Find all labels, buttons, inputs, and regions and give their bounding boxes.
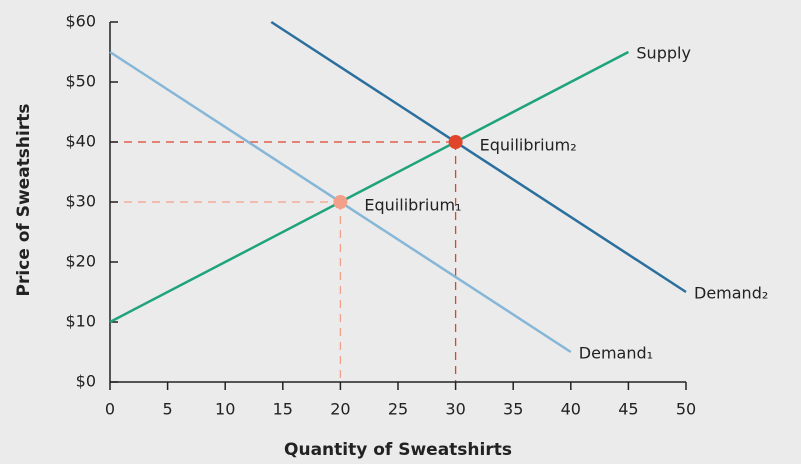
x-tick-label: 45 [618,400,638,419]
y-axis-label: Price of Sweatshirts [14,104,34,297]
x-tick-label: 0 [105,400,115,419]
x-tick-label: 10 [215,400,235,419]
y-tick-label: $50 [65,72,96,91]
x-tick-label: 30 [445,400,465,419]
series-label: Supply [636,44,691,63]
series-label: Demand₂ [694,284,768,303]
y-tick-label: $60 [65,12,96,31]
equilibrium-label: Equilibrium₁ [364,196,461,215]
series-label: Demand₁ [579,344,653,363]
series-line [109,50,629,324]
equilibrium-point [448,135,463,149]
x-tick-label: 20 [330,400,350,419]
x-tick-label: 5 [163,400,173,419]
equilibrium-label: Equilibrium₂ [480,136,577,155]
y-tick-label: $0 [76,372,96,391]
series-line [270,20,687,294]
x-tick-label: 40 [561,400,581,419]
y-tick-label: $40 [65,132,96,151]
x-tick-label: 35 [503,400,523,419]
x-axis-label: Quantity of Sweatshirts [284,440,512,460]
equilibrium-point [333,195,348,209]
x-tick-label: 15 [273,400,293,419]
y-tick-label: $20 [65,252,96,271]
x-tick-label: 50 [676,400,696,419]
x-tick-label: 25 [388,400,408,419]
y-tick-label: $10 [65,312,96,331]
y-tick-label: $30 [65,192,96,211]
